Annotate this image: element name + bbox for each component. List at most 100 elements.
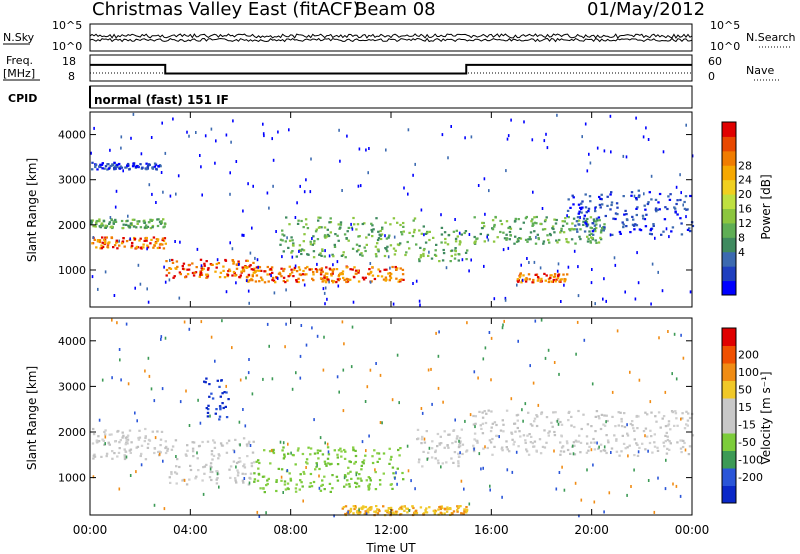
echo-cell xyxy=(590,441,593,444)
noise-cell xyxy=(567,265,570,269)
echo-cell xyxy=(484,421,488,425)
echo-cell xyxy=(633,438,636,441)
echo-cell xyxy=(685,208,688,211)
echo-cell xyxy=(247,442,251,445)
echo-cell xyxy=(518,276,522,279)
echo-cell xyxy=(514,235,517,238)
echo-cell xyxy=(629,231,632,234)
echo-cell xyxy=(246,259,249,262)
echo-cell xyxy=(663,445,666,448)
echo-cell xyxy=(662,230,665,233)
echo-cell xyxy=(343,233,347,236)
echo-cell xyxy=(595,217,599,220)
echo-cell xyxy=(635,442,638,445)
noise-cell xyxy=(140,463,143,467)
noise-cell xyxy=(276,276,279,280)
echo-cell xyxy=(591,222,594,225)
echo-cell xyxy=(318,226,322,229)
echo-cell xyxy=(420,438,424,441)
echo-cell xyxy=(225,451,229,454)
echo-cell xyxy=(667,423,671,426)
echo-cell xyxy=(519,237,523,240)
echo-cell xyxy=(421,465,424,468)
echo-cell xyxy=(188,478,191,481)
echo-cell xyxy=(297,280,300,284)
colorbar-tick-label: -15 xyxy=(738,418,756,431)
echo-cell xyxy=(98,240,102,244)
echo-cell xyxy=(164,446,167,450)
echo-cell xyxy=(535,449,538,452)
noise-cell xyxy=(591,382,594,386)
echo-cell xyxy=(505,220,509,223)
echo-cell xyxy=(138,436,142,439)
echo-cell xyxy=(505,238,508,241)
echo-cell xyxy=(522,434,526,437)
echo-cell xyxy=(609,208,612,211)
noise-cell xyxy=(605,420,607,424)
echo-cell xyxy=(325,266,328,269)
echo-cell xyxy=(420,232,423,235)
echo-cell xyxy=(459,440,462,443)
echo-cell xyxy=(401,268,405,271)
noise-cell xyxy=(98,418,101,422)
noise-cell xyxy=(150,387,153,391)
echo-cell xyxy=(414,509,418,513)
echo-cell xyxy=(271,278,274,282)
echo-cell xyxy=(327,462,330,465)
echo-cell xyxy=(135,226,138,229)
echo-cell xyxy=(298,244,302,247)
echo-cell xyxy=(604,214,607,218)
echo-cell xyxy=(100,163,104,166)
echo-cell xyxy=(425,511,429,514)
echo-cell xyxy=(382,452,386,455)
noise-cell xyxy=(689,290,692,294)
noise-cell xyxy=(553,449,555,453)
echo-cell xyxy=(99,247,102,250)
colorbar-tick-label: 16 xyxy=(738,203,752,216)
echo-cell xyxy=(439,507,442,511)
echo-cell xyxy=(100,247,104,250)
noise-cell xyxy=(286,469,289,472)
echo-cell xyxy=(390,509,394,512)
echo-cell xyxy=(347,239,350,242)
echo-cell xyxy=(143,221,146,224)
noise-cell xyxy=(160,335,163,339)
echo-cell xyxy=(312,271,315,274)
echo-cell xyxy=(582,217,586,220)
echo-cell xyxy=(605,451,608,455)
noise-cell xyxy=(490,378,492,382)
echo-cell xyxy=(206,415,210,418)
echo-cell xyxy=(676,424,679,427)
echo-cell xyxy=(306,265,309,269)
echo-cell xyxy=(250,462,253,465)
echo-cell xyxy=(135,247,138,250)
echo-cell xyxy=(315,228,318,231)
noise-cell xyxy=(135,470,137,474)
noise-cell xyxy=(482,466,484,470)
echo-cell xyxy=(133,218,136,221)
echo-cell xyxy=(645,213,648,216)
echo-cell xyxy=(551,425,554,428)
echo-cell xyxy=(508,238,511,241)
echo-cell xyxy=(364,510,367,513)
noise-cell xyxy=(507,246,510,250)
echo-cell xyxy=(114,440,117,443)
echo-cell xyxy=(576,230,579,233)
noise-cell xyxy=(470,135,473,139)
echo-cell xyxy=(394,266,397,269)
echo-cell xyxy=(254,280,258,283)
noise-cell xyxy=(337,284,340,288)
echo-cell xyxy=(174,471,177,474)
echo-cell xyxy=(533,417,537,420)
noise-cell xyxy=(533,260,536,264)
noise-cell xyxy=(440,213,442,217)
echo-cell xyxy=(221,402,224,405)
echo-cell xyxy=(171,258,174,262)
echo-cell xyxy=(341,270,345,273)
echo-cell xyxy=(330,462,333,465)
echo-cell xyxy=(644,225,648,228)
noise-cell xyxy=(164,151,167,155)
echo-cell xyxy=(155,168,158,171)
echo-cell xyxy=(620,425,624,428)
